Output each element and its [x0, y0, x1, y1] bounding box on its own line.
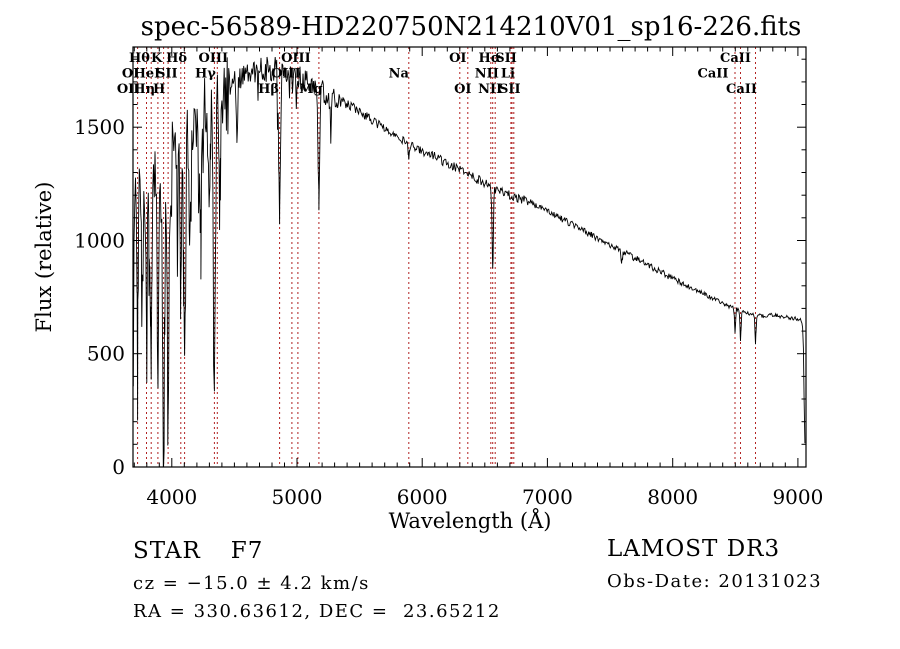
coordinates-text: RA = 330.63612, DEC = 23.65212 — [133, 601, 501, 622]
object-classification: STAR F7 — [133, 538, 263, 564]
line-label: Hγ — [195, 67, 216, 82]
line-label: Li — [501, 67, 515, 82]
spectrum-trace — [132, 56, 806, 467]
line-label: OII — [117, 82, 141, 97]
line-label: H — [153, 82, 165, 97]
x-axis-label: Wavelength (Å) — [389, 508, 552, 533]
line-label: OI — [454, 82, 471, 97]
x-tick-label: 5000 — [272, 485, 323, 509]
x-tick-label: 6000 — [397, 485, 448, 509]
obs-date-text: Obs-Date: 20131023 — [607, 571, 823, 592]
line-label: SII — [156, 67, 178, 82]
y-axis-label: Flux (relative) — [32, 182, 56, 333]
radial-velocity-text: cz = −15.0 ± 4.2 km/s — [133, 573, 370, 594]
spectrum-trace-group — [132, 56, 806, 467]
line-label: CaII — [720, 51, 751, 66]
x-tick-label: 8000 — [647, 485, 698, 509]
line-label: CaII — [726, 82, 757, 97]
y-tick-label: 1000 — [74, 229, 125, 253]
line-label: Hδ — [166, 51, 187, 66]
object-subclass: F7 — [230, 538, 264, 564]
line-label: OIII — [281, 51, 311, 66]
line-label: OI — [449, 51, 466, 66]
line-label: NII — [475, 67, 499, 82]
line-label: Hθ — [129, 51, 150, 66]
y-tick-label: 0 — [112, 455, 125, 479]
line-label: Na — [389, 67, 410, 82]
x-tick-label: 4000 — [146, 485, 197, 509]
tick-labels: 4000 5000 6000 7000 8000 9000 0 500 1000 1500 — [74, 115, 823, 509]
plot-title: spec-56589-HD220750N214210V01_sp16-226.f… — [141, 12, 802, 42]
y-tick-label: 1500 — [74, 115, 125, 139]
line-label: CaII — [698, 67, 729, 82]
x-tick-label: 7000 — [522, 485, 573, 509]
line-label: HeI — [134, 67, 161, 82]
y-tick-label: 500 — [87, 342, 125, 366]
line-label: Hα — [479, 51, 501, 66]
line-label: K — [151, 51, 163, 66]
x-tick-label: 9000 — [772, 485, 823, 509]
line-label: SII — [499, 82, 521, 97]
line-label: OI — [122, 67, 139, 82]
spectral-line-markers — [137, 47, 756, 467]
object-class: STAR — [133, 538, 201, 564]
survey-release-text: LAMOST DR3 — [607, 536, 781, 562]
line-label: NII — [478, 82, 502, 97]
plot-frame — [132, 46, 807, 468]
line-label: SII — [495, 51, 517, 66]
axes — [132, 46, 807, 468]
line-label: Hη — [133, 82, 155, 97]
line-label: Hβ — [258, 82, 279, 97]
line-label: OIII — [199, 51, 229, 66]
